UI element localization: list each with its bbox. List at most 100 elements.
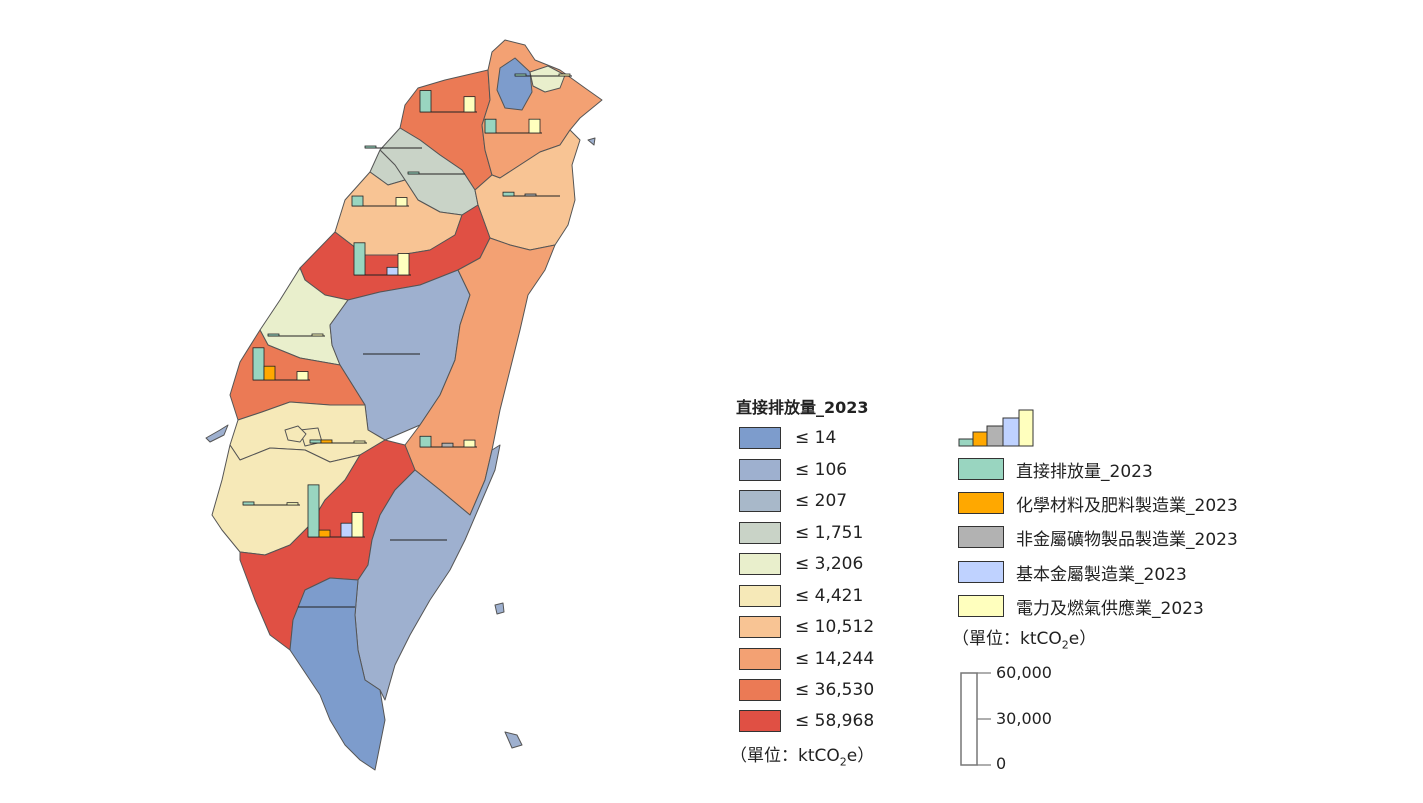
bar-mark: [340, 522, 353, 538]
legend-swatch: [739, 459, 781, 481]
scale-label-min: 0: [996, 754, 1007, 773]
taoyuan-bars: [419, 90, 477, 113]
legend-class-label: ≤ 58,968: [795, 711, 875, 731]
kaohsiung-bars: [307, 484, 365, 538]
keelung-bars: [514, 73, 572, 77]
taiwan-map: [205, 39, 603, 771]
legend-series-swatch: [958, 595, 1004, 617]
bar-mark: [267, 333, 280, 337]
legend-series-row: 化學材料及肥料製造業_2023: [958, 492, 1238, 516]
yilan-bars: [502, 191, 560, 197]
chiayi-city-bars: [309, 439, 367, 444]
region-penghu: [284, 425, 307, 443]
bar-mark: [395, 197, 408, 207]
legend-title: 直接排放量_2023: [736, 398, 869, 417]
bar-mark: [318, 529, 331, 538]
bar-mark: [309, 439, 322, 444]
legend-class-row: ≤ 14: [739, 427, 836, 449]
bar-mark: [419, 90, 432, 113]
legend-swatch: [739, 490, 781, 512]
region-islands: [205, 137, 596, 749]
chiayi-county-bars: [242, 501, 300, 506]
hsinchu-city-bars: [407, 171, 465, 175]
new-taipei-bars: [484, 118, 542, 134]
bar-mark: [353, 440, 366, 444]
bar-mark: [242, 501, 255, 506]
bar-scale: [960, 672, 991, 766]
region-yilan: [474, 129, 581, 251]
bar-mark: [558, 73, 571, 77]
bar-mark: [320, 439, 333, 444]
legend-class-label: ≤ 207: [795, 491, 848, 511]
bar-mark: [353, 242, 366, 276]
bar-mark: [397, 253, 410, 276]
legend-swatch: [739, 522, 781, 544]
bar-mark: [514, 73, 527, 77]
bar-mark: [351, 195, 364, 207]
legend-swatch: [739, 427, 781, 449]
bar-mark: [484, 118, 497, 134]
bar-legend-icon: [958, 409, 1034, 447]
legend-class-row: ≤ 36,530: [739, 679, 874, 701]
bar-mark: [263, 365, 276, 381]
legend-class-row: ≤ 3,206: [739, 553, 863, 575]
legend-series-label: 非金屬礦物製品製造業_2023: [1016, 529, 1238, 550]
changhua-bars: [267, 333, 325, 337]
legend-swatch: [739, 679, 781, 701]
legend-swatch: [739, 648, 781, 670]
scale-label-mid: 30,000: [996, 709, 1052, 728]
legend-series-swatch: [958, 526, 1004, 548]
legend-series-label: 基本金屬製造業_2023: [1016, 564, 1187, 585]
legend-class-row: ≤ 10,512: [739, 616, 874, 638]
unit-label-left: （單位：ktCO2e）: [730, 746, 875, 769]
taichung-bars: [353, 242, 411, 276]
legend-series-swatch: [958, 492, 1004, 514]
bar-mark: [307, 484, 320, 538]
scale-label-max: 60,000: [996, 663, 1052, 682]
legend-series-label: 直接排放量_2023: [1016, 461, 1153, 482]
region-taipei: [496, 57, 533, 111]
legend-class-label: ≤ 1,751: [795, 523, 864, 543]
legend-series-swatch: [958, 458, 1004, 480]
unit-label-right: （單位：ktCO2e）: [952, 629, 1097, 652]
legend-swatch: [739, 553, 781, 575]
legend-series-row: 直接排放量_2023: [958, 458, 1153, 482]
legend-class-label: ≤ 14,244: [795, 649, 875, 669]
bar-mark: [502, 191, 515, 197]
legend-class-label: ≤ 106: [795, 460, 848, 480]
legend-series-row: 電力及燃氣供應業_2023: [958, 595, 1204, 619]
legend-series-row: 非金屬礦物製品製造業_2023: [958, 526, 1238, 550]
bar-mark: [524, 193, 537, 197]
bar-mark: [351, 512, 364, 538]
legend-class-row: ≤ 106: [739, 459, 847, 481]
bar-mark: [463, 439, 476, 448]
bar-mark: [364, 145, 377, 149]
legend-series-swatch: [958, 561, 1004, 583]
region-pingtung: [289, 577, 386, 771]
hsinchu-county-bars: [364, 145, 422, 149]
legend-class-label: ≤ 14: [795, 428, 837, 448]
hualien-bars: [419, 435, 477, 448]
region-keelung: [529, 65, 566, 93]
legend-class-row: ≤ 58,968: [739, 710, 874, 732]
legend-class-row: ≤ 1,751: [739, 522, 863, 544]
bar-mark: [441, 442, 454, 448]
legend-class-label: ≤ 36,530: [795, 680, 875, 700]
legend-series-label: 化學材料及肥料製造業_2023: [1016, 495, 1238, 516]
yunlin-bars: [252, 347, 310, 381]
bar-mark: [296, 371, 309, 381]
bar-mark: [386, 266, 399, 276]
bar-mark: [463, 96, 476, 113]
legend-class-row: ≤ 14,244: [739, 648, 874, 670]
region-taitung: [354, 444, 501, 701]
legend-class-row: ≤ 4,421: [739, 585, 863, 607]
legend-swatch: [739, 710, 781, 732]
legend-swatch: [739, 585, 781, 607]
legend-series-row: 基本金屬製造業_2023: [958, 561, 1187, 585]
bar-mark: [286, 502, 299, 506]
legend-series-label: 電力及燃氣供應業_2023: [1016, 598, 1204, 619]
legend-swatch: [739, 616, 781, 638]
bar-mark: [407, 171, 420, 175]
bar-mark: [528, 118, 541, 134]
legend-class-label: ≤ 3,206: [795, 554, 864, 574]
